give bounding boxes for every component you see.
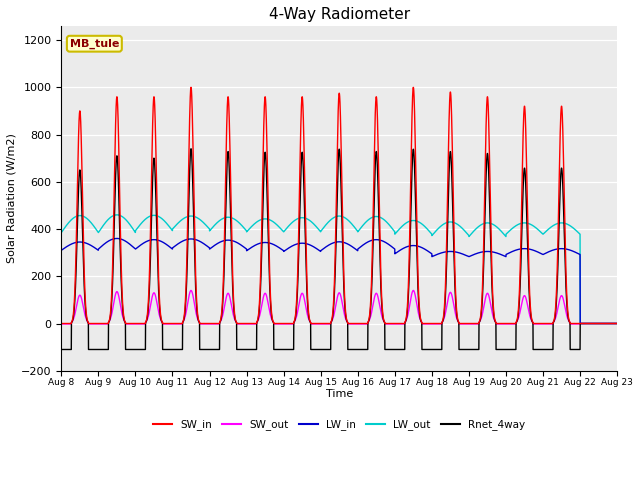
X-axis label: Time: Time [326,389,353,399]
Legend: SW_in, SW_out, LW_in, LW_out, Rnet_4way: SW_in, SW_out, LW_in, LW_out, Rnet_4way [149,415,530,434]
Text: MB_tule: MB_tule [70,38,119,49]
Title: 4-Way Radiometer: 4-Way Radiometer [269,7,410,22]
Y-axis label: Solar Radiation (W/m2): Solar Radiation (W/m2) [7,133,17,263]
